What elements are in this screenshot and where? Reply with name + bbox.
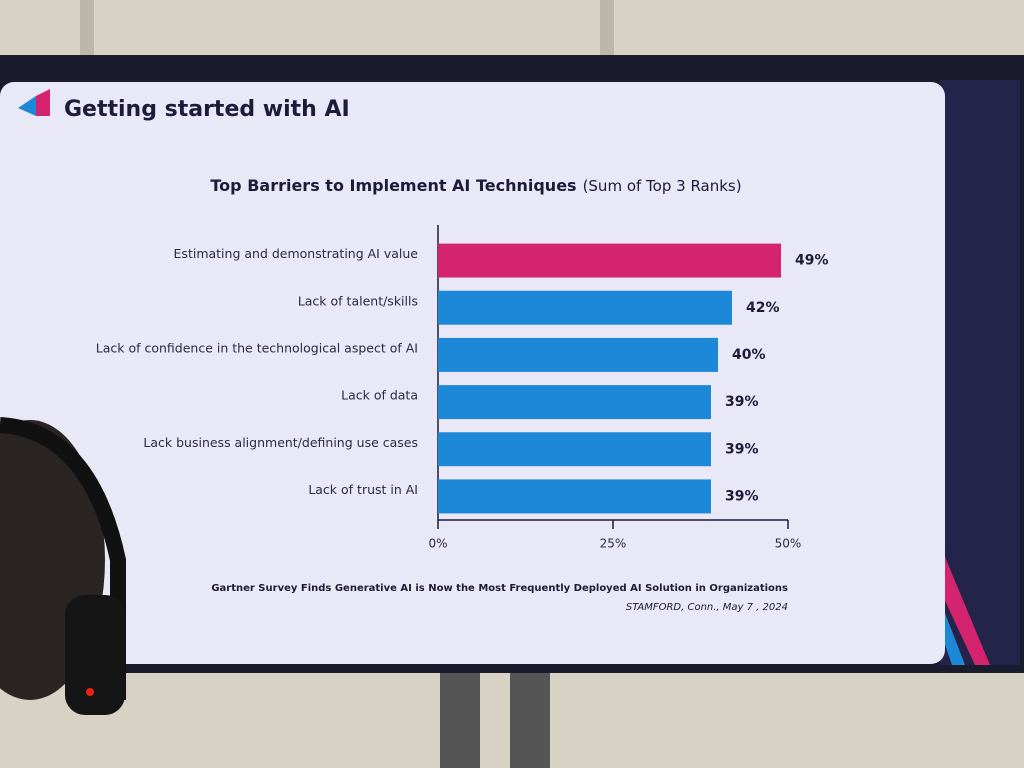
logo: [18, 96, 36, 116]
x-tick-label: 0%: [428, 537, 447, 551]
value-label: 42%: [746, 300, 780, 316]
plot: 0% 25% 50% Estimating and demonstrating AI …: [96, 225, 829, 551]
bar: [438, 290, 732, 325]
headphones: [0, 417, 126, 700]
chart-title-main: Top Barriers to Implement AI Techniques: [210, 176, 576, 195]
decor-stripe: [940, 545, 990, 665]
wall-post: [600, 0, 614, 70]
chart-subtitle: (Sum of Top 3 Ranks): [583, 177, 742, 195]
chart-title: Top Barriers to Implement AI Techniques (…: [210, 176, 741, 195]
decor-stripe: [940, 600, 965, 665]
category-label: Lack of trust in AI: [308, 482, 418, 497]
category-label: Lack of confidence in the technological …: [96, 340, 418, 355]
dateline: STAMFORD, Conn., May 7 , 2024: [626, 602, 788, 613]
value-label: 39%: [725, 488, 759, 504]
category-label: Lack of talent/skills: [298, 293, 418, 308]
wall-post: [80, 0, 94, 60]
bar: [438, 385, 711, 420]
slide-title: Getting started with AI: [64, 97, 350, 122]
source: Gartner Survey Finds Generative AI is No…: [211, 583, 788, 594]
value-label: 39%: [725, 441, 759, 457]
category-label: Lack business alignment/defining use cas…: [143, 435, 418, 450]
value-label: 40%: [732, 347, 766, 363]
bar: [438, 432, 711, 467]
slide: [0, 82, 945, 664]
screen-edge: [940, 80, 1020, 665]
bar: [438, 479, 711, 514]
category-label: Estimating and demonstrating AI value: [174, 246, 419, 261]
category-label: Lack of data: [341, 388, 418, 403]
value-label: 49%: [795, 253, 829, 269]
x-tick-label: 50%: [775, 537, 802, 551]
stand: [440, 665, 480, 768]
headphone-cup: [65, 595, 125, 715]
led: [86, 688, 94, 696]
stand: [510, 665, 550, 768]
bar: [438, 243, 781, 278]
logo: [36, 89, 50, 116]
value-label: 39%: [725, 394, 759, 410]
bar: [438, 337, 718, 372]
x-tick-label: 25%: [600, 537, 627, 551]
